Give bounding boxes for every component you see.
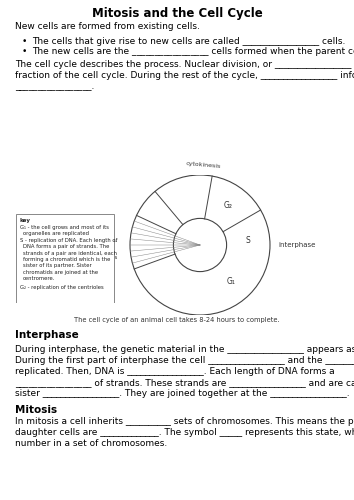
Text: New cells are formed from existing cells.: New cells are formed from existing cells… bbox=[15, 22, 200, 31]
Text: G₁ - the cell grows and most of its: G₁ - the cell grows and most of its bbox=[20, 224, 109, 230]
Text: division of the nucleus: division of the nucleus bbox=[51, 255, 118, 260]
Text: daughter cells are _____________. The symbol _____ represents this state, where : daughter cells are _____________. The sy… bbox=[15, 428, 354, 437]
Text: cytokinesis: cytokinesis bbox=[186, 162, 221, 170]
Text: Mitosis: Mitosis bbox=[15, 405, 57, 415]
Text: centromere.: centromere. bbox=[23, 276, 55, 281]
Text: During interphase, the genetic material in the _________________ appears as ____: During interphase, the genetic material … bbox=[15, 345, 354, 354]
Text: In mitosis a cell inherits __________ sets of chromosomes. This means the parent: In mitosis a cell inherits __________ se… bbox=[15, 417, 354, 426]
Text: forming a chromatid which is the: forming a chromatid which is the bbox=[23, 257, 110, 262]
Text: _________________.: _________________. bbox=[15, 82, 94, 91]
Text: sister _________________. They are joined together at the _________________.: sister _________________. They are joine… bbox=[15, 389, 349, 398]
Text: The cell cycle of an animal cell takes 8-24 hours to complete.: The cell cycle of an animal cell takes 8… bbox=[74, 317, 280, 323]
Text: G₂: G₂ bbox=[223, 201, 232, 210]
Text: chromatids are joined at the: chromatids are joined at the bbox=[23, 270, 98, 274]
Text: _________________ of strands. These strands are _________________ and are called: _________________ of strands. These stra… bbox=[15, 378, 354, 387]
Text: •: • bbox=[22, 47, 27, 56]
FancyBboxPatch shape bbox=[16, 214, 114, 303]
Text: Mitosis and the Cell Cycle: Mitosis and the Cell Cycle bbox=[92, 7, 262, 20]
Text: The new cells are the _________________ cells formed when the parent cell divide: The new cells are the _________________ … bbox=[32, 47, 354, 56]
Text: •: • bbox=[22, 37, 27, 46]
Text: S: S bbox=[246, 236, 251, 246]
Text: The cell cycle describes the process. Nuclear division, or _________________ tak: The cell cycle describes the process. Nu… bbox=[15, 60, 354, 69]
Text: sister of its partner. Sister: sister of its partner. Sister bbox=[23, 264, 92, 268]
Text: strands of a pair are identical, each: strands of a pair are identical, each bbox=[23, 251, 117, 256]
Text: fraction of the cell cycle. During the rest of the cycle, _________________ info: fraction of the cell cycle. During the r… bbox=[15, 71, 354, 80]
Text: interphase: interphase bbox=[278, 242, 316, 248]
Text: mitosis -: mitosis - bbox=[92, 239, 118, 244]
Text: The cells that give rise to new cells are called _________________ cells.: The cells that give rise to new cells ar… bbox=[32, 37, 346, 46]
Text: organelles are replicated: organelles are replicated bbox=[23, 231, 89, 236]
Text: replicated. Then, DNA is _________________. Each length of DNA forms a: replicated. Then, DNA is _______________… bbox=[15, 367, 335, 376]
Text: Interphase: Interphase bbox=[15, 330, 79, 340]
Text: G₂ - replication of the centrioles: G₂ - replication of the centrioles bbox=[20, 285, 104, 290]
Text: key: key bbox=[20, 218, 31, 224]
Text: G₁: G₁ bbox=[227, 278, 235, 286]
Text: S - replication of DNA. Each length of: S - replication of DNA. Each length of bbox=[20, 238, 118, 243]
Text: DNA forms a pair of strands. The: DNA forms a pair of strands. The bbox=[23, 244, 109, 250]
Text: number in a set of chromosomes.: number in a set of chromosomes. bbox=[15, 439, 167, 448]
Text: During the first part of interphase the cell _________________ and the _________: During the first part of interphase the … bbox=[15, 356, 354, 365]
